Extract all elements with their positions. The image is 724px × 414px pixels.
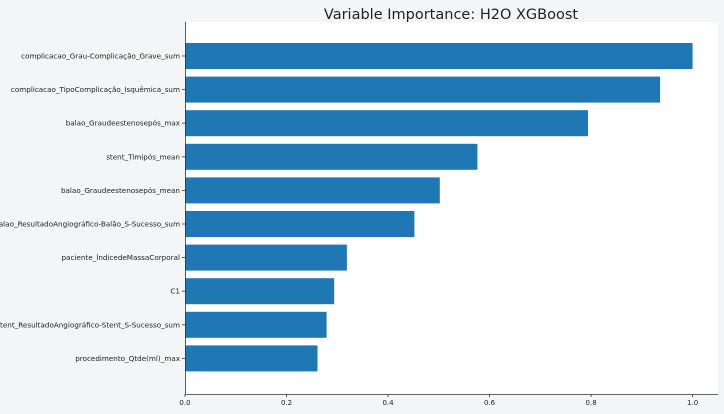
category-label: procedimento_Qtde(ml)_max xyxy=(75,354,181,363)
bar xyxy=(185,311,327,338)
category-label: balao_ResultadoAngiográfico-Balão_S-Suce… xyxy=(0,220,180,229)
category-labels: complicacao_Grau-Complicação_Grave_sumco… xyxy=(0,52,185,363)
bar xyxy=(185,43,693,69)
x-tick-label: 0.0 xyxy=(179,399,190,407)
x-tick-label: 0.2 xyxy=(281,399,292,407)
bar xyxy=(185,143,478,170)
bar xyxy=(185,278,335,305)
x-tick-label: 0.4 xyxy=(382,399,394,407)
category-label: stent_Timipós_mean xyxy=(106,152,180,161)
bar xyxy=(185,345,318,372)
bar xyxy=(185,177,440,204)
x-tick-label: 1.0 xyxy=(687,399,698,407)
category-label: paciente_ÍndicedeMassaCorporal xyxy=(61,253,180,262)
x-tick-label: 0.6 xyxy=(484,399,496,407)
chart-title: Variable Importance: H2O XGBoost xyxy=(324,7,578,23)
category-label: balao_Graudeestenosepós_max xyxy=(66,119,181,128)
category-label: balao_Graudeestenosepós_mean xyxy=(61,186,180,195)
bar xyxy=(185,211,415,237)
bars-layer xyxy=(185,43,693,372)
category-label: C1 xyxy=(170,287,180,296)
bar xyxy=(185,244,347,271)
category-label: complicacao_TipoComplicação_Isquêmica_su… xyxy=(11,85,180,94)
category-label: complicacao_Grau-Complicação_Grave_sum xyxy=(21,52,180,61)
bar xyxy=(185,110,588,137)
bar xyxy=(185,76,661,103)
x-tick-label: 0.8 xyxy=(586,399,597,407)
x-axis-ticks: 0.0 0.2 0.4 0.6 0.8 1.0 xyxy=(179,394,698,407)
category-label: stent_ResultadoAngiográfico-Stent_S-Suce… xyxy=(0,320,180,329)
